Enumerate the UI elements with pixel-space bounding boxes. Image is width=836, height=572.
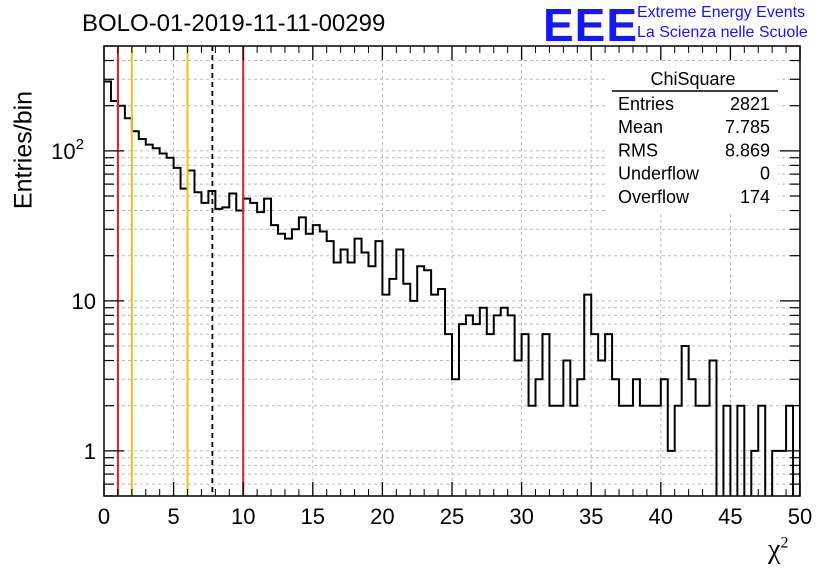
- marker-lines: [116, 46, 245, 496]
- stats-label: Entries: [618, 94, 674, 114]
- stats-label: Overflow: [618, 187, 690, 207]
- stats-label: RMS: [618, 140, 658, 160]
- x-tick-label: 0: [98, 504, 110, 529]
- stats-value: 7.785: [725, 117, 770, 137]
- x-tick-label: 35: [579, 504, 603, 529]
- x-tick-label: 45: [718, 504, 742, 529]
- stats-value: 2821: [730, 94, 770, 114]
- chart-title: BOLO-01-2019-11-11-00299: [82, 10, 386, 37]
- x-tick-label: 25: [440, 504, 464, 529]
- stats-box: ChiSquare Entries 2821 Mean 7.785 RMS 8.869 Und…: [608, 64, 778, 214]
- stats-value: 0: [760, 164, 770, 184]
- histogram: [104, 80, 800, 496]
- histogram-line: [104, 80, 800, 496]
- y-tick-label-base: 10: [51, 139, 75, 164]
- x-tick-label: 50: [788, 504, 812, 529]
- stats-label: Underflow: [618, 164, 700, 184]
- y-axis-label: Entries/bin: [9, 90, 38, 210]
- x-axis-label-sup: 2: [780, 534, 789, 552]
- x-tick-label: 5: [167, 504, 179, 529]
- x-tick-label: 20: [370, 504, 394, 529]
- stats-value: 174: [740, 187, 770, 207]
- x-tick-label: 40: [649, 504, 673, 529]
- y-tick-label: 10: [72, 289, 96, 314]
- logo-line-2: La Scienza nelle Scuole: [637, 24, 808, 41]
- y-axis-label-wrap: Entries/bin: [4, 91, 44, 209]
- y-tick-label: 1: [84, 439, 96, 464]
- x-axis-label: χ2: [768, 534, 788, 566]
- y-tick-label: 102: [51, 136, 84, 164]
- stats-label: Mean: [618, 117, 663, 137]
- stats-box-title: ChiSquare: [650, 69, 735, 89]
- x-tick-label: 30: [509, 504, 533, 529]
- stats-box-bg: [608, 64, 778, 214]
- x-axis-label-text: χ: [768, 534, 781, 565]
- eee-logo: EEE: [543, 0, 639, 51]
- stats-value: 8.869: [725, 140, 770, 160]
- x-tick-label: 10: [231, 504, 255, 529]
- y-tick-label-exp: 2: [76, 136, 84, 153]
- logo-line-1: Extreme Energy Events: [637, 4, 806, 21]
- x-tick-label: 15: [301, 504, 325, 529]
